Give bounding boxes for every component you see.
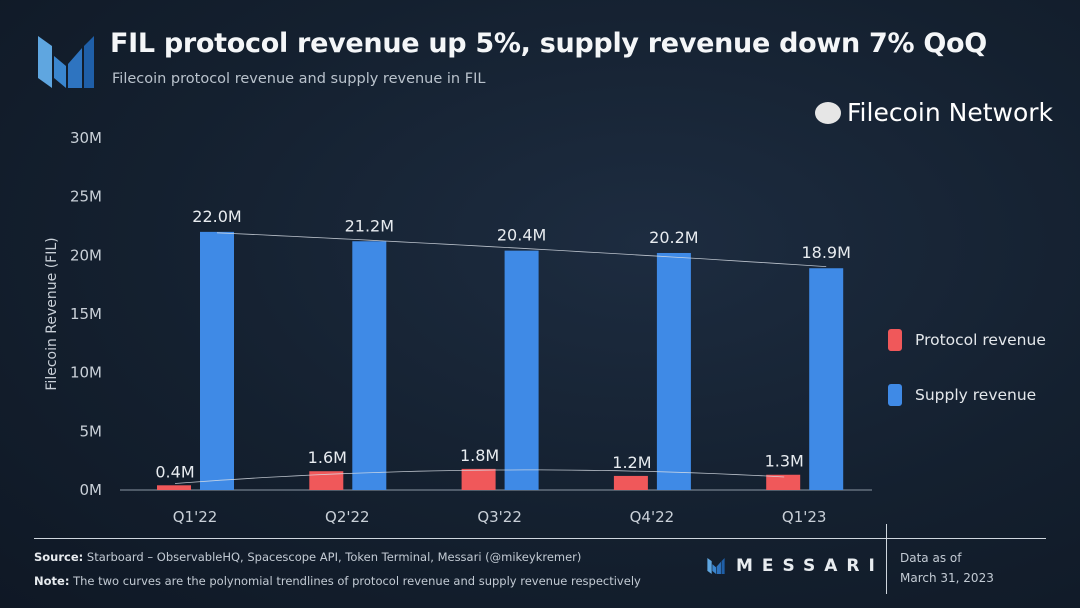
footer-vertical-divider — [886, 524, 887, 594]
y-tick-label: 0M — [80, 481, 103, 499]
messari-small-logo-icon — [707, 558, 725, 574]
chart-title: FIL protocol revenue up 5%, supply reven… — [110, 28, 987, 59]
data-label: 20.4M — [497, 226, 546, 245]
y-tick-label: 20M — [70, 246, 102, 264]
y-tick-label: 5M — [80, 422, 103, 440]
x-tick-label: Q4'22 — [630, 508, 675, 526]
date-label: Data as of — [900, 551, 962, 565]
protocol-swatch — [888, 329, 902, 351]
bar-supply — [656, 252, 691, 490]
supply-swatch — [888, 384, 902, 406]
bar-protocol — [461, 468, 496, 490]
watermark: Filecoin Network — [815, 98, 1053, 127]
source-label: Source: — [34, 550, 84, 564]
source-line: Source: Starboard – ObservableHQ, Spaces… — [34, 550, 581, 564]
bar-protocol — [309, 471, 344, 490]
legend-label: Protocol revenue — [915, 331, 1046, 349]
x-tick-label: Q1'22 — [173, 508, 218, 526]
data-as-of: Data as of March 31, 2023 — [900, 548, 994, 588]
legend-item-protocol[interactable]: Protocol revenue — [888, 326, 1046, 354]
bar-supply — [809, 268, 844, 490]
x-tick-label: Q2'22 — [325, 508, 370, 526]
brand-text: MESSARI — [736, 556, 884, 576]
bar-supply — [352, 241, 387, 490]
legend-label: Supply revenue — [915, 386, 1037, 404]
y-tick-label: 25M — [70, 188, 102, 206]
messari-logo-icon — [38, 36, 94, 88]
trendline-supply — [216, 232, 827, 267]
data-label: 22.0M — [192, 207, 241, 226]
date-value: March 31, 2023 — [900, 571, 994, 585]
data-label: 1.8M — [460, 446, 499, 465]
data-label: 1.2M — [612, 453, 651, 472]
bar-chart: 0M 5M 10M 15M 20M 25M 30M Filecoin Revenue (FIL… — [44, 129, 872, 526]
x-tick-label: Q1'23 — [782, 508, 827, 526]
note-text: The two curves are the polynomial trendl… — [69, 574, 641, 588]
bar-protocol — [613, 475, 648, 490]
data-label: 1.3M — [765, 452, 804, 471]
bar-supply — [200, 231, 234, 490]
bar-protocol — [766, 474, 801, 490]
bar-protocol — [157, 485, 191, 490]
trendline-protocol — [174, 469, 785, 484]
x-tick-label: Q3'22 — [477, 508, 522, 526]
note-label: Note: — [34, 574, 70, 588]
messari-brand: MESSARI — [706, 556, 884, 576]
legend: Protocol revenue Supply revenue — [888, 326, 1046, 436]
source-text: Starboard – ObservableHQ, Spacescope API… — [83, 550, 582, 564]
y-tick-label: 10M — [70, 364, 102, 382]
data-label: 1.6M — [308, 448, 347, 467]
data-label: 0.4M — [155, 462, 194, 481]
note-line: Note: The two curves are the polynomial … — [34, 574, 641, 588]
wechat-icon — [815, 101, 841, 124]
y-axis-label: Filecoin Revenue (FIL) — [44, 237, 60, 390]
watermark-text: Filecoin Network — [847, 98, 1053, 127]
footer-divider — [34, 538, 1046, 539]
data-label: 18.9M — [801, 243, 850, 262]
data-label: 20.2M — [649, 228, 698, 247]
legend-item-supply[interactable]: Supply revenue — [888, 381, 1046, 409]
bar-supply — [504, 250, 539, 490]
data-label: 21.2M — [345, 216, 394, 235]
y-tick-label: 15M — [70, 305, 102, 323]
chart-subtitle: Filecoin protocol revenue and supply rev… — [112, 71, 486, 87]
y-tick-label: 30M — [70, 129, 102, 147]
